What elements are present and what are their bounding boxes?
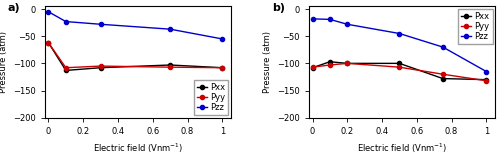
Pxx — [46, 42, 52, 44]
X-axis label: Electric field (Vnm$^{-1}$): Electric field (Vnm$^{-1}$) — [357, 141, 447, 155]
Pyy — [167, 66, 173, 68]
Pyy — [46, 42, 52, 44]
Pyy — [220, 67, 226, 69]
X-axis label: Electric field (Vnm$^{-1}$): Electric field (Vnm$^{-1}$) — [93, 141, 183, 155]
Pxx — [63, 69, 69, 71]
Line: Pzz: Pzz — [46, 10, 224, 41]
Pzz — [327, 18, 333, 20]
Pzz — [396, 33, 402, 35]
Y-axis label: Pressure (atm): Pressure (atm) — [262, 31, 272, 93]
Pzz — [220, 38, 226, 40]
Line: Pxx: Pxx — [46, 41, 224, 73]
Pxx — [440, 78, 446, 80]
Pxx — [484, 79, 490, 81]
Pzz — [46, 11, 52, 13]
Pxx — [98, 67, 103, 69]
Pxx — [327, 61, 333, 63]
Pyy — [63, 67, 69, 69]
Pzz — [344, 23, 350, 25]
Text: b): b) — [272, 3, 285, 13]
Pxx — [344, 62, 350, 64]
Pzz — [167, 28, 173, 30]
Line: Pyy: Pyy — [310, 61, 488, 83]
Pzz — [440, 46, 446, 48]
Pyy — [344, 62, 350, 64]
Pxx — [167, 64, 173, 66]
Pxx — [396, 62, 402, 64]
Pyy — [484, 80, 490, 82]
Legend: Pxx, Pyy, Pzz: Pxx, Pyy, Pzz — [458, 9, 492, 44]
Line: Pxx: Pxx — [310, 60, 488, 82]
Pzz — [63, 21, 69, 23]
Pzz — [98, 23, 103, 25]
Y-axis label: Pressure (atm): Pressure (atm) — [0, 31, 8, 93]
Legend: Pxx, Pyy, Pzz: Pxx, Pyy, Pzz — [194, 80, 228, 115]
Line: Pyy: Pyy — [46, 41, 224, 70]
Pyy — [440, 73, 446, 75]
Pzz — [484, 71, 490, 73]
Pxx — [310, 67, 316, 69]
Pzz — [310, 18, 316, 20]
Pyy — [310, 66, 316, 68]
Line: Pzz: Pzz — [310, 17, 488, 74]
Pyy — [327, 64, 333, 66]
Text: a): a) — [8, 3, 20, 13]
Pyy — [396, 66, 402, 68]
Pyy — [98, 65, 103, 67]
Pxx — [220, 67, 226, 69]
